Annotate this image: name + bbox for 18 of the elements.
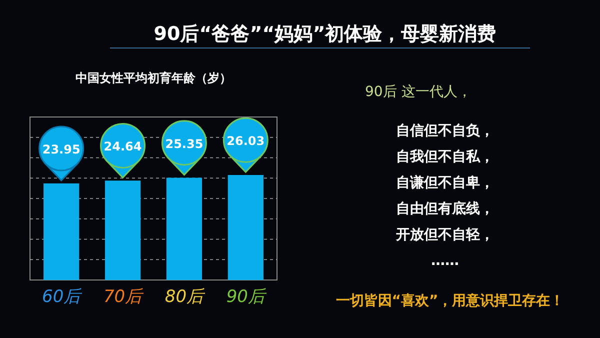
x-tick-label: 60后 [42, 287, 83, 307]
data-label: 26.03 [226, 134, 265, 148]
text: 自谦但不自卑， [396, 174, 494, 191]
x-tick-label: 70后 [103, 287, 144, 307]
data-label: 23.95 [42, 142, 80, 156]
text: 自我但不自私， [396, 149, 494, 165]
data-label: 24.64 [104, 140, 142, 154]
chart-subtitle: 中国女性平均初育年龄（岁） [76, 71, 232, 85]
text: 一切皆因“喜欢”，用意识捍卫存在！ [336, 292, 564, 309]
text: 开放但不自轻， [395, 227, 494, 243]
x-tick-label: 80后 [164, 287, 206, 307]
text: 自由但有底线， [396, 200, 494, 217]
text: 90后 这一代人， [365, 84, 472, 100]
text: 自信但不自负， [396, 123, 494, 139]
data-label: 25.35 [165, 136, 204, 151]
text: 90后“爸爸”“妈妈”初体验，母婴新消费 [154, 23, 496, 45]
x-tick-label: 90后 [226, 287, 267, 307]
text: …… [431, 253, 459, 269]
